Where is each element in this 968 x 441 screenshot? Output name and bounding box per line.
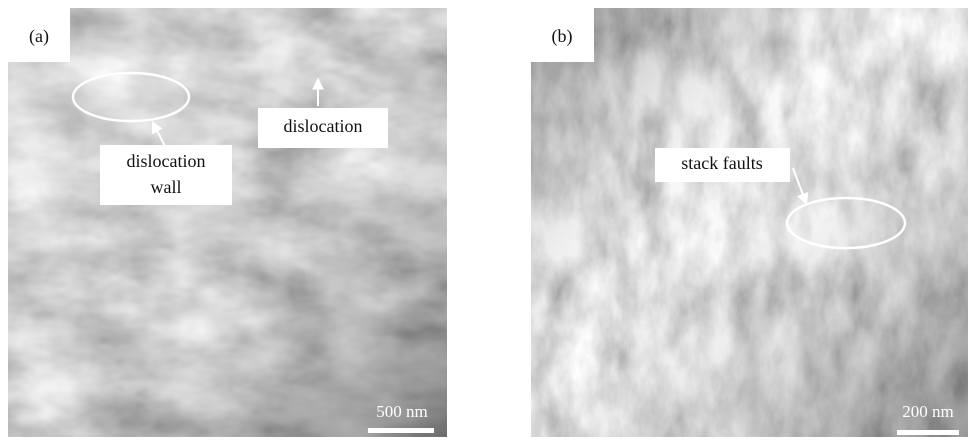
annotation: stack faults [681,153,762,173]
panel-label: (a) [29,26,49,47]
scale-bar-label: 200 nm [902,402,953,421]
annotation: wall [151,177,182,197]
shading [8,8,447,437]
panel-label: (b) [552,26,573,47]
panel-a: (a) dislocation dislocation wall 500 nm [8,8,447,437]
shading [531,8,968,437]
annotation: dislocation [127,151,206,171]
panel-b: (b) stack faults 200 nm [531,8,968,437]
scale-bar-label: 500 nm [376,402,427,421]
annotation: dislocation [284,116,363,136]
scale-bar [897,430,959,435]
scale-bar [368,428,434,433]
figure: (a) dislocation dislocation wall 500 nm … [0,0,968,441]
